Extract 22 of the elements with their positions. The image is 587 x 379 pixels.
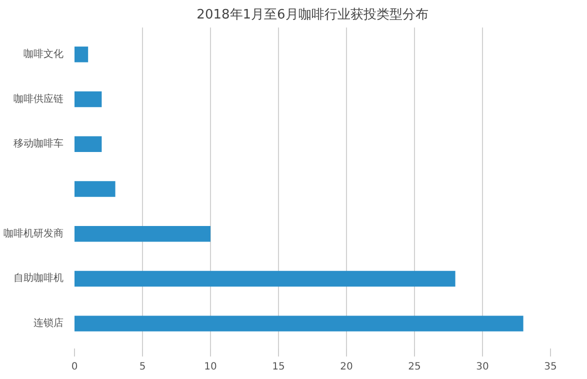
x-tick-label: 10 xyxy=(204,362,217,372)
y-tick-label: 咖啡机研发商 xyxy=(4,227,64,240)
x-tick-label: 5 xyxy=(139,362,146,372)
x-tick-label: 0 xyxy=(71,362,78,372)
bar xyxy=(74,270,456,287)
y-tick-label: 咖啡文化 xyxy=(24,48,64,60)
bar xyxy=(74,91,102,108)
bar xyxy=(74,316,524,332)
bar xyxy=(74,136,102,152)
x-tick-label: 25 xyxy=(408,362,421,372)
y-tick-label: 连锁店 xyxy=(34,317,64,330)
bar xyxy=(74,181,116,197)
x-tick-label: 20 xyxy=(340,362,353,372)
x-tick-label: 30 xyxy=(476,362,489,372)
y-tick-label: 移动咖啡车 xyxy=(14,138,64,150)
chart-title: 2018年1月至6月咖啡行业获投类型分布 xyxy=(196,8,428,22)
bar xyxy=(74,226,210,242)
y-tick-label: 咖啡供应链 xyxy=(14,92,64,105)
x-tick-label: 35 xyxy=(544,362,557,372)
x-tick-label: 15 xyxy=(272,362,285,372)
y-tick-label: 自助咖啡机 xyxy=(14,272,64,284)
bar xyxy=(74,46,88,62)
